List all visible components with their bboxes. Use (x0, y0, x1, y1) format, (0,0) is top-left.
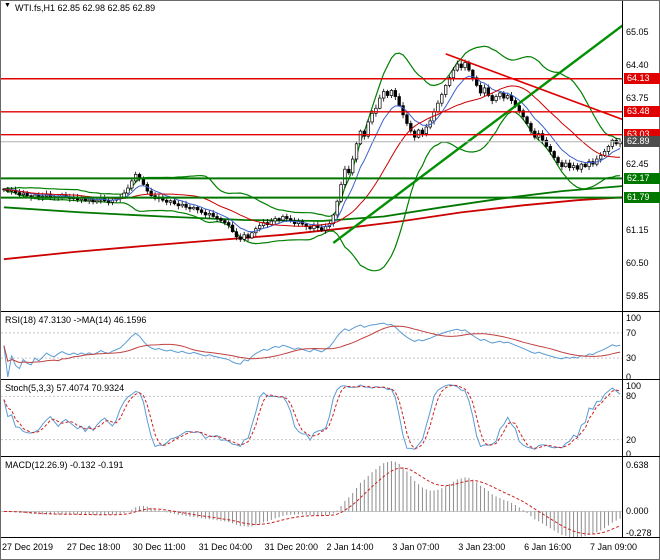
chart-title: WTI.fs,H1 62.85 62.98 62.85 62.89 (15, 3, 156, 13)
collapse-chart-icon[interactable]: ▼ (4, 2, 11, 9)
macd-indicator-label: MACD(12.26.9) -0.132 -0.191 (5, 460, 124, 470)
stochastic-indicator-label: Stoch(5,3,3) 57.4074 70.9324 (5, 383, 125, 393)
rsi-indicator-label: RSI(18) 47.3130 ->MA(14) 46.1596 (5, 315, 147, 325)
